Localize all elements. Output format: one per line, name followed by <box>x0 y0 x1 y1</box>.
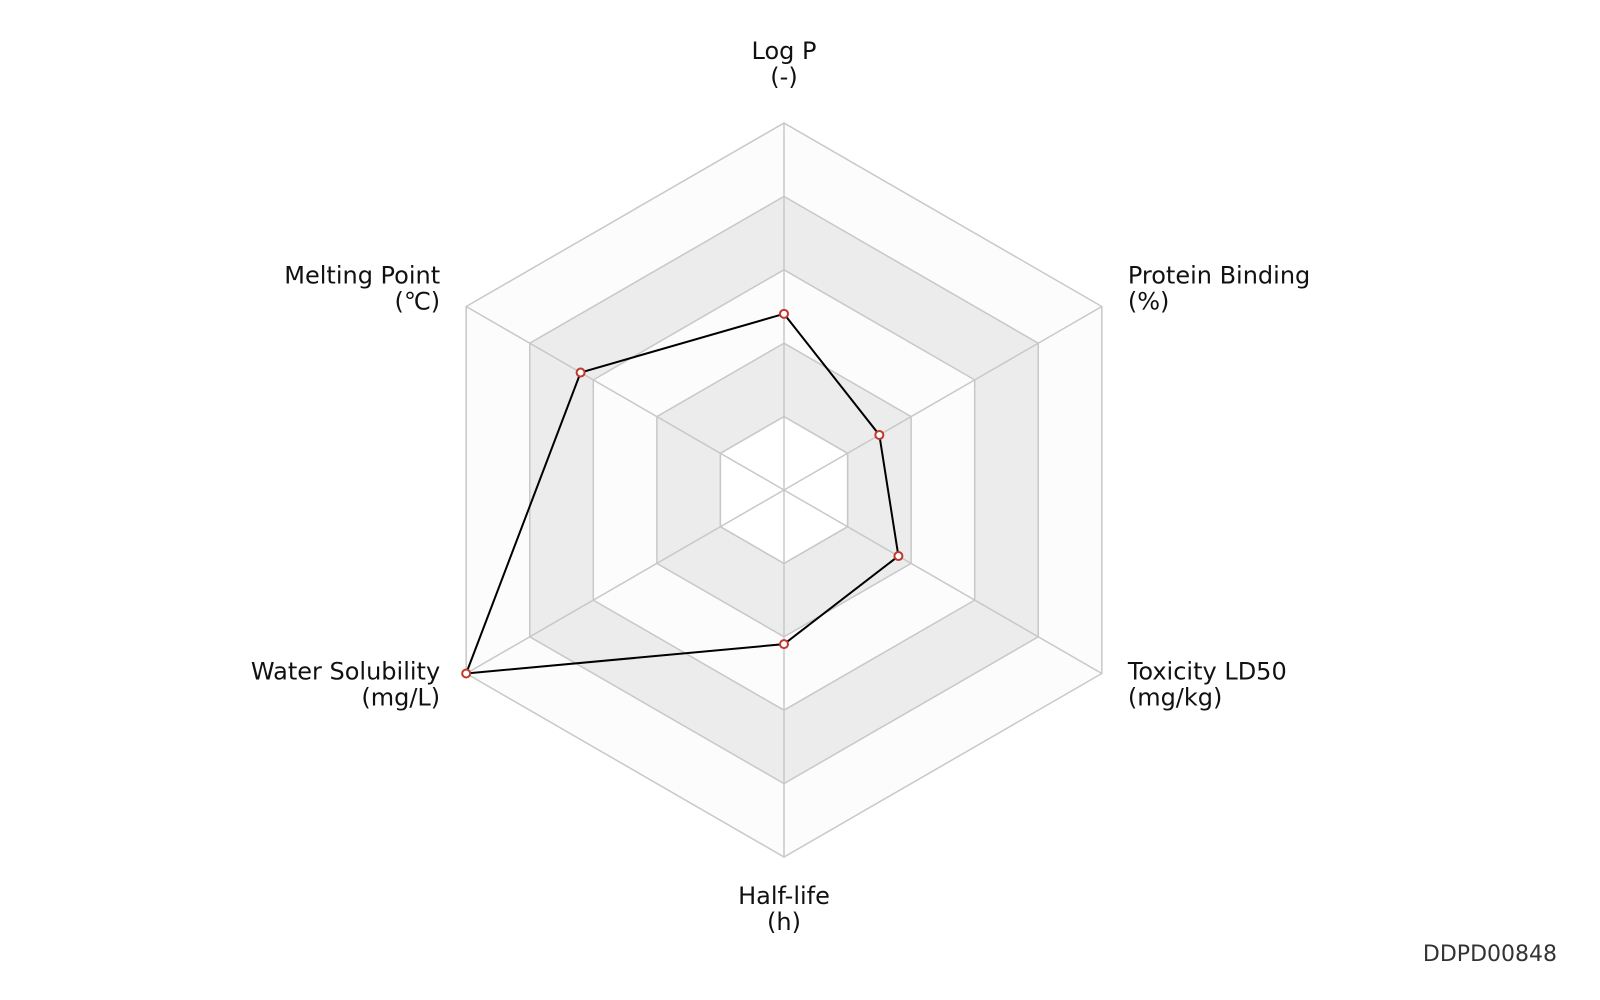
axis-label: Protein Binding <box>1128 262 1310 290</box>
axis-unit: (℃) <box>394 288 440 316</box>
axis-label: Melting Point <box>284 262 440 290</box>
axis-label: Log P <box>752 37 817 65</box>
data-point <box>779 308 789 319</box>
axis-unit: (h) <box>767 908 801 936</box>
axis-unit: (-) <box>770 63 797 91</box>
spoke <box>783 305 1103 491</box>
axis-unit: (mg/kg) <box>1128 684 1223 712</box>
spoke <box>465 305 785 491</box>
axis-unit: (mg/L) <box>361 684 440 712</box>
axis-label: Water Solubility <box>251 658 440 686</box>
axis-label: Toxicity LD50 <box>1127 658 1287 686</box>
data-point <box>575 367 586 378</box>
data-point <box>893 551 904 562</box>
data-point <box>461 668 472 679</box>
data-point <box>779 639 789 650</box>
data-point <box>874 429 885 440</box>
spoke <box>465 489 785 675</box>
axis-unit: (%) <box>1128 288 1170 316</box>
axis-label: Half-life <box>738 882 830 910</box>
spoke <box>783 489 1103 675</box>
footer-id: DDPD00848 <box>1423 942 1557 967</box>
